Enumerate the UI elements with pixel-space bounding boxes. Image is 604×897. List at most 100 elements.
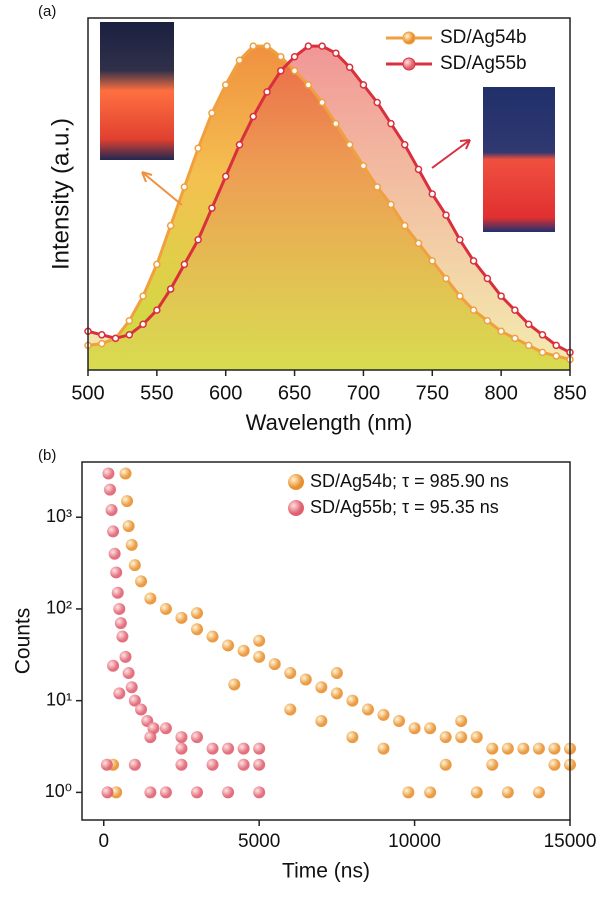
plot-frame <box>87 17 571 371</box>
point <box>552 352 560 360</box>
panel-label: (a) <box>38 3 56 20</box>
point <box>102 467 115 480</box>
x-tick-label: 5000 <box>238 831 280 852</box>
point <box>345 63 354 72</box>
legend-marker <box>402 31 416 45</box>
point <box>373 98 381 107</box>
point <box>249 112 258 121</box>
legend-marker <box>288 474 304 490</box>
point <box>107 525 120 538</box>
point <box>470 731 483 744</box>
point <box>222 786 235 799</box>
point <box>359 162 368 170</box>
point <box>538 348 547 357</box>
point <box>208 109 216 117</box>
x-tick-label: 800 <box>484 382 517 404</box>
point <box>442 211 450 219</box>
point <box>318 98 326 107</box>
point <box>414 239 423 248</box>
point <box>424 786 437 799</box>
x-tick-label: 600 <box>209 382 242 404</box>
point <box>237 742 250 755</box>
x-tick-label: 850 <box>553 382 586 404</box>
point <box>103 483 116 496</box>
point <box>511 306 519 314</box>
point <box>400 140 409 149</box>
point <box>110 786 123 799</box>
point <box>107 659 120 672</box>
area <box>88 46 570 370</box>
point <box>524 341 533 350</box>
point <box>249 42 258 50</box>
point <box>122 667 135 680</box>
point <box>108 547 121 560</box>
point <box>194 144 202 152</box>
point <box>139 292 147 300</box>
point <box>373 183 381 191</box>
point <box>128 758 141 771</box>
point <box>330 687 343 700</box>
point <box>153 260 161 269</box>
point <box>253 650 266 663</box>
point <box>442 274 450 283</box>
point <box>206 630 219 643</box>
point <box>111 586 124 599</box>
point <box>139 320 147 328</box>
point <box>128 694 141 707</box>
point <box>517 742 530 755</box>
point <box>290 52 299 61</box>
legend-marker <box>288 500 304 516</box>
point <box>221 172 230 181</box>
point <box>361 703 374 716</box>
y-tick-label: 10³ <box>46 506 72 526</box>
point <box>125 331 134 339</box>
point <box>221 81 230 89</box>
point <box>194 236 202 244</box>
point <box>393 715 406 728</box>
legend-label: SD/Ag54b <box>440 27 527 48</box>
point <box>548 758 561 771</box>
point <box>153 306 161 314</box>
point <box>206 742 219 755</box>
x-axis-title: Time (ns) <box>282 860 370 883</box>
y-axis-title: Counts <box>12 608 35 675</box>
point <box>497 292 505 300</box>
legend-marker <box>402 57 416 71</box>
point <box>483 316 492 325</box>
panel-label: (b) <box>38 447 56 464</box>
y-tick-label: 10² <box>46 598 72 618</box>
point <box>159 786 172 799</box>
point <box>144 731 157 744</box>
point <box>359 81 368 89</box>
point <box>290 67 299 75</box>
point <box>346 694 359 707</box>
point <box>469 257 478 265</box>
point <box>284 667 297 680</box>
point <box>208 204 216 212</box>
point <box>135 575 148 588</box>
point <box>105 503 118 516</box>
point <box>253 786 266 799</box>
point <box>330 667 343 680</box>
point <box>191 731 204 744</box>
point <box>125 538 138 551</box>
point <box>268 658 281 671</box>
point <box>175 742 188 755</box>
point <box>552 341 560 350</box>
point <box>119 467 132 480</box>
x-tick-label: 550 <box>140 382 173 404</box>
x-tick-label: 500 <box>71 382 104 404</box>
point <box>414 165 423 174</box>
point <box>121 495 134 508</box>
point <box>98 339 106 348</box>
point <box>532 742 545 755</box>
point <box>538 331 547 339</box>
point <box>548 742 561 755</box>
point <box>428 257 437 265</box>
point <box>175 611 188 624</box>
point <box>166 285 175 293</box>
point <box>524 320 533 328</box>
point <box>428 190 437 198</box>
point <box>263 42 271 50</box>
